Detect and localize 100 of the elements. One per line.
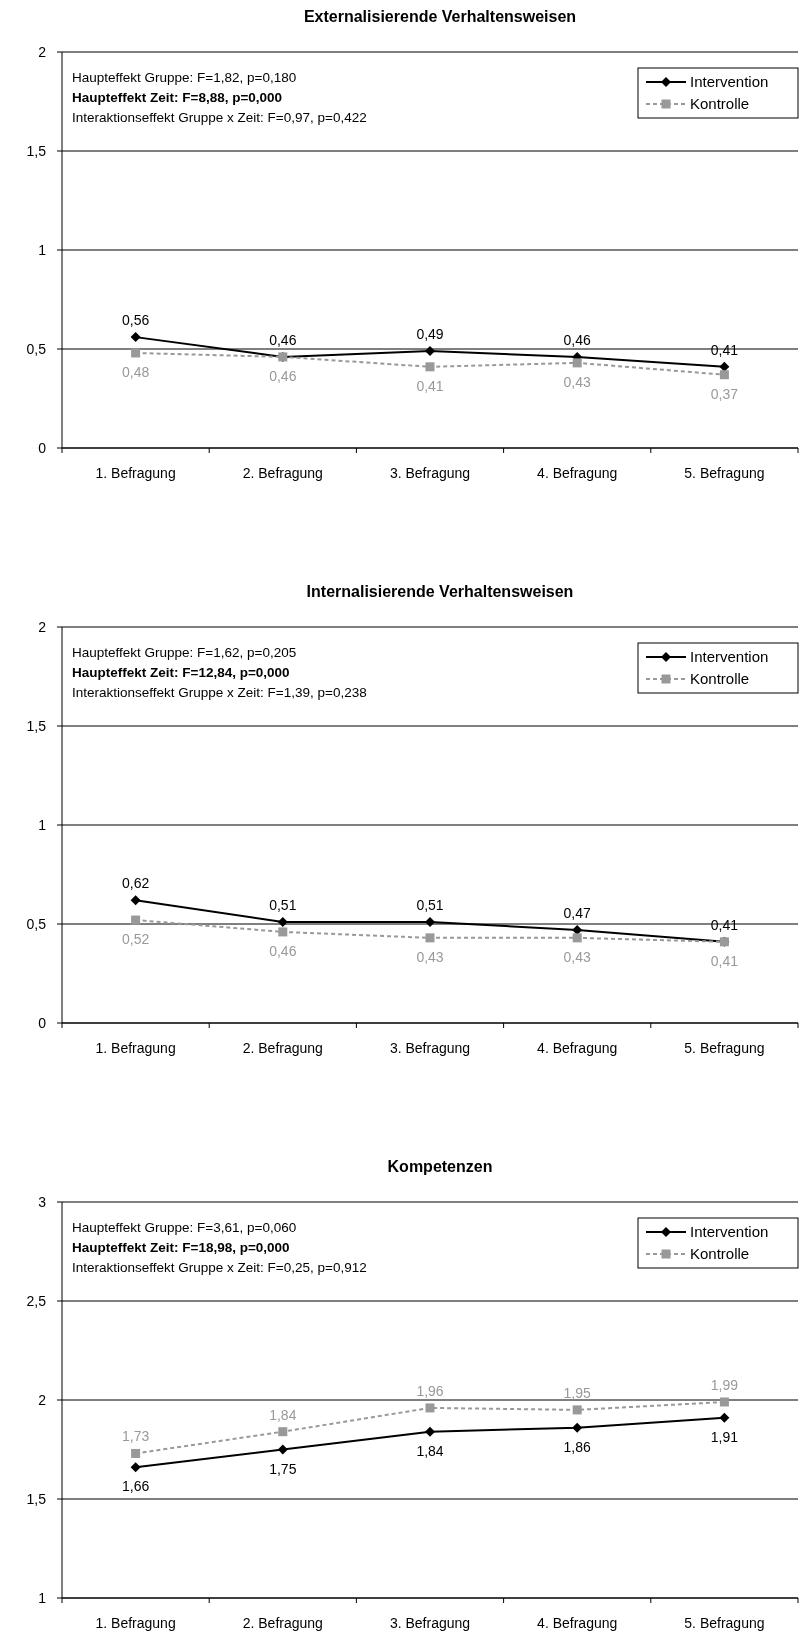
legend-label: Kontrolle [690,1245,750,1262]
x-tick-label: 2. Befragung [242,1615,323,1631]
data-label: 0,43 [416,948,444,965]
annotation: Haupteffekt Gruppe: F=3,61, p=0,060 [72,1220,297,1235]
x-tick-label: 5. Befragung [684,1040,765,1056]
x-tick-label: 4. Befragung [537,465,618,481]
x-tick-label: 3. Befragung [389,465,471,481]
point [425,362,435,372]
point [719,361,730,372]
annotation: Haupteffekt Zeit: F=18,98, p=0,000 [72,1240,290,1255]
y-tick-label: 1 [38,1590,47,1606]
data-label: 0,49 [416,325,444,342]
point [572,933,582,943]
data-label: 0,56 [121,312,150,329]
point [425,345,435,356]
x-tick-label: 4. Befragung [537,1615,618,1631]
chart-title: Kompetenzen [387,1158,493,1175]
x-tick-label: 1. Befragung [95,465,176,481]
data-label: 1,99 [710,1376,739,1393]
y-tick-label: 1 [38,817,47,833]
point [131,915,141,925]
data-label: 0,43 [563,948,592,965]
annotation: Interaktionseffekt Gruppe x Zeit: F=0,97, p=0,422 [72,110,367,125]
data-label: 0,46 [269,942,297,959]
x-tick-label: 1. Befragung [95,1040,176,1056]
y-tick-label: 2,5 [26,1293,47,1309]
legend-label: Kontrolle [690,95,750,112]
x-tick-label: 3. Befragung [389,1615,471,1631]
data-label: 1,91 [710,1428,739,1445]
y-tick-label: 0 [38,1015,47,1031]
x-tick-label: 2. Befragung [242,465,323,481]
point [572,358,582,368]
point [572,924,583,935]
data-label: 0,41 [710,952,739,969]
point [131,1448,141,1458]
data-label: 0,41 [416,377,444,394]
x-tick-label: 5. Befragung [684,1615,765,1631]
point [719,1412,730,1423]
data-label: 0,46 [269,331,297,348]
y-tick-label: 0 [38,440,47,456]
y-tick-label: 2 [38,44,47,60]
data-label: 0,51 [269,897,297,914]
y-tick-label: 2 [38,1392,47,1408]
legend-label: Intervention [690,1223,769,1240]
y-tick-label: 0,5 [26,341,47,357]
annotation: Interaktionseffekt Gruppe x Zeit: F=1,39, p=0,238 [72,685,367,700]
point [719,370,729,380]
data-label: 0,46 [269,367,297,384]
point [278,927,288,937]
point [130,332,141,343]
data-label: 0,48 [121,363,150,380]
data-label: 1,95 [563,1384,592,1401]
data-label: 1,84 [416,1442,444,1459]
data-label: 1,84 [269,1406,297,1423]
point [425,1403,435,1413]
point [277,1444,288,1455]
data-label: 0,51 [416,897,444,914]
x-tick-label: 1. Befragung [95,1615,176,1631]
legend-label: Intervention [690,648,769,665]
y-tick-label: 1 [38,242,47,258]
annotation: Haupteffekt Gruppe: F=1,62, p=0,205 [72,645,297,660]
x-tick-label: 4. Befragung [537,1040,618,1056]
data-label: 0,52 [121,931,150,948]
data-label: 1,86 [563,1438,592,1455]
data-label: 0,41 [710,916,739,933]
point [277,917,288,928]
data-label: 1,66 [121,1478,150,1495]
chart-title: Internalisierende Verhaltensweisen [306,583,574,600]
legend-label: Kontrolle [690,670,750,687]
point [719,1397,729,1407]
y-tick-label: 0,5 [26,916,47,932]
data-label: 1,96 [416,1382,444,1399]
x-tick-label: 2. Befragung [242,1040,323,1056]
point [131,348,141,358]
point [572,1405,582,1415]
data-label: 0,46 [563,331,592,348]
data-label: 0,37 [710,385,739,402]
annotation: Interaktionseffekt Gruppe x Zeit: F=0,25, p=0,912 [72,1260,367,1275]
point [278,1427,288,1437]
legend-label: Intervention [690,73,769,90]
point [425,1426,435,1437]
data-label: 0,43 [563,373,592,390]
y-tick-label: 1,5 [26,718,47,734]
y-tick-label: 1,5 [26,143,47,159]
point [425,933,435,943]
x-tick-label: 3. Befragung [389,1040,471,1056]
data-label: 0,62 [121,875,150,892]
annotation: Haupteffekt Zeit: F=12,84, p=0,000 [72,665,290,680]
data-label: 0,47 [563,904,592,921]
data-label: 0,41 [710,341,739,358]
annotation: Haupteffekt Zeit: F=8,88, p=0,000 [72,90,283,105]
y-tick-label: 1,5 [26,1491,47,1507]
chart-title: Externalisierende Verhaltensweisen [303,8,577,25]
y-tick-label: 2 [38,619,47,635]
y-tick-label: 3 [38,1194,47,1210]
point [130,1462,141,1473]
data-label: 1,73 [121,1428,150,1445]
annotation: Haupteffekt Gruppe: F=1,82, p=0,180 [72,70,297,85]
point [130,895,141,906]
point [425,917,435,928]
